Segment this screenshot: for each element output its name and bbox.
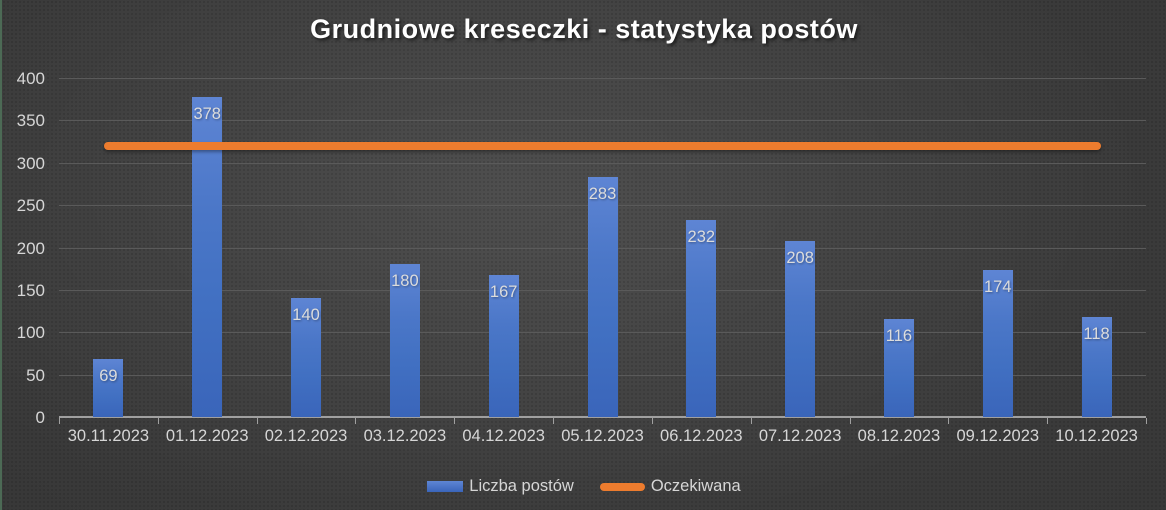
expected-value-line — [104, 141, 1101, 150]
x-axis-label: 08.12.2023 — [857, 427, 941, 445]
bar: 140 — [291, 298, 322, 417]
legend-item-expected: Oczekiwana — [599, 477, 741, 496]
x-axis-tick — [1047, 418, 1049, 424]
bar: 378 — [192, 96, 223, 417]
x-axis-label: 30.11.2023 — [67, 427, 150, 445]
gridline — [59, 120, 1146, 122]
bar-value-label: 69 — [99, 366, 118, 385]
x-axis-tick — [750, 418, 752, 424]
x-axis-tick — [948, 418, 950, 424]
bar: 116 — [883, 318, 914, 417]
x-axis-label: 10.12.2023 — [1055, 427, 1138, 445]
bar-value-label: 283 — [588, 185, 617, 204]
bar: 232 — [686, 220, 717, 417]
x-axis-tick — [454, 418, 456, 424]
bar-value-label: 208 — [786, 248, 814, 267]
bar-value-label: 232 — [687, 228, 716, 247]
x-axis-tick — [355, 418, 357, 424]
plot-area: 0 50 100 150 200 250 300 350 400 69 30.11.2023 378 0… — [17, 70, 1147, 445]
x-axis-tick — [651, 418, 653, 424]
y-axis-label: 300 — [16, 153, 45, 173]
bar: 174 — [982, 269, 1013, 417]
x-axis-label: 02.12.2023 — [264, 427, 348, 445]
y-axis-label: 100 — [16, 323, 45, 343]
x-axis-label: 04.12.2023 — [462, 427, 545, 445]
legend-item-posts: Liczba postów — [427, 477, 574, 496]
y-axis-label: 150 — [16, 280, 45, 300]
x-axis-label: 03.12.2023 — [363, 427, 447, 445]
y-axis-label: 350 — [16, 111, 45, 131]
y-axis-label: 400 — [16, 69, 45, 88]
x-axis-tick — [59, 418, 60, 424]
x-axis-label: 01.12.2023 — [165, 427, 249, 445]
bar-value-label: 167 — [489, 283, 518, 302]
x-axis-tick — [553, 418, 555, 424]
x-axis-tick — [1146, 418, 1147, 424]
bar-value-label: 118 — [1083, 325, 1110, 343]
x-axis-line — [59, 416, 1146, 418]
x-axis-label: 07.12.2023 — [758, 427, 842, 445]
y-axis-label: 200 — [16, 238, 45, 258]
line-series-swatch — [599, 482, 645, 491]
bar-value-label: 174 — [984, 277, 1012, 296]
legend: Liczba postów Oczekiwana — [2, 477, 1166, 496]
bar: 180 — [389, 264, 420, 417]
x-axis-tick — [256, 418, 258, 424]
y-axis-label: 50 — [26, 365, 45, 385]
y-axis-label: 0 — [35, 408, 45, 427]
bar-series-swatch — [427, 481, 464, 492]
x-axis-label: 05.12.2023 — [561, 427, 644, 445]
bar: 283 — [587, 177, 618, 417]
legend-label-posts: Liczba postów — [469, 477, 574, 495]
x-axis-tick — [157, 418, 159, 424]
x-axis-tick — [849, 418, 851, 424]
legend-label-expected: Oczekiwana — [650, 477, 741, 495]
chart-title: Grudniowe kreseczki - statystyka postów — [310, 14, 858, 44]
bar: 69 — [93, 358, 124, 417]
bar: 208 — [785, 240, 816, 417]
y-axis-label: 250 — [16, 196, 45, 216]
gridline — [59, 162, 1146, 164]
x-axis-label: 09.12.2023 — [956, 427, 1040, 445]
bar-value-label: 378 — [193, 104, 221, 123]
x-axis-label: 06.12.2023 — [660, 427, 743, 445]
bar-value-label: 140 — [292, 306, 320, 325]
bar-value-label: 180 — [391, 272, 419, 291]
bar: 118 — [1081, 317, 1112, 417]
gridline — [59, 78, 1146, 79]
bar-value-label: 116 — [885, 326, 913, 345]
bar: 167 — [488, 275, 519, 417]
